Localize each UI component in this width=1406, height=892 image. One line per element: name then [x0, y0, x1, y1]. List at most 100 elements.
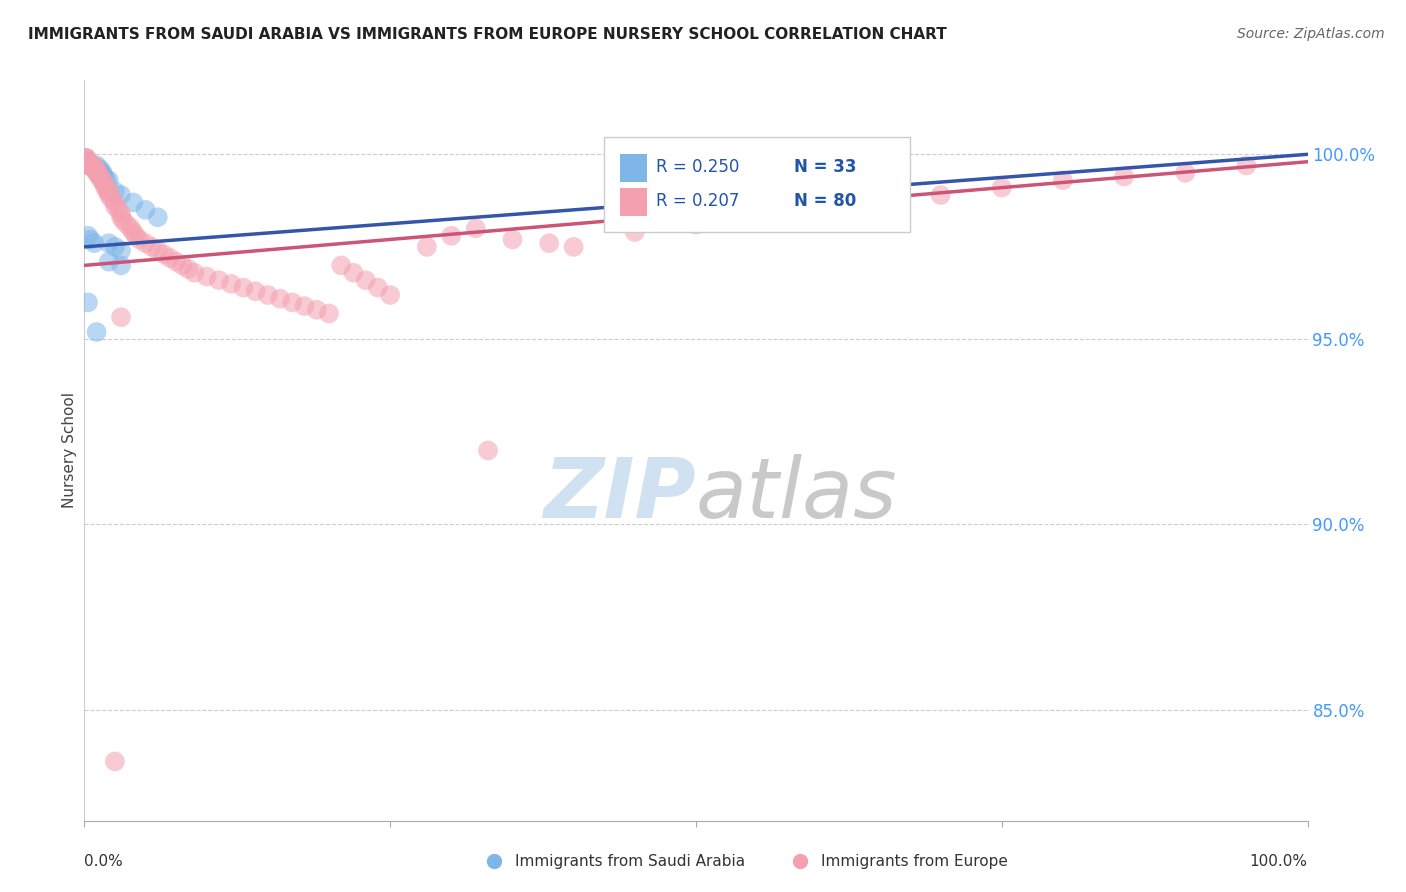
Point — [342, 266, 364, 280]
Text: IMMIGRANTS FROM SAUDI ARABIA VS IMMIGRANTS FROM EUROPE NURSERY SCHOOL CORRELATIO: IMMIGRANTS FROM SAUDI ARABIA VS IMMIGRAN… — [28, 27, 946, 42]
Point — [89, 162, 111, 177]
Text: N = 33: N = 33 — [794, 158, 856, 176]
Point — [354, 273, 377, 287]
Point — [97, 236, 120, 251]
Point — [232, 280, 254, 294]
Point — [165, 254, 187, 268]
Point — [97, 173, 120, 187]
Point — [93, 169, 115, 184]
Point — [75, 151, 97, 165]
Point — [110, 310, 132, 325]
Point — [1052, 173, 1074, 187]
Point — [80, 158, 103, 172]
Point — [97, 184, 120, 198]
Point — [146, 211, 169, 225]
Point — [208, 273, 231, 287]
Point — [97, 254, 120, 268]
Point — [120, 221, 142, 235]
Point — [464, 221, 486, 235]
Point — [172, 258, 194, 272]
Point — [104, 240, 127, 254]
Point — [1236, 158, 1258, 172]
Point — [869, 195, 891, 210]
Point — [1114, 169, 1136, 184]
Point — [807, 202, 830, 217]
Text: ZIP: ZIP — [543, 454, 696, 535]
Point — [76, 151, 98, 165]
Point — [80, 158, 103, 172]
Point — [110, 258, 132, 272]
Point — [96, 173, 118, 187]
Point — [477, 443, 499, 458]
Text: N = 80: N = 80 — [794, 192, 856, 210]
Point — [122, 225, 145, 239]
Point — [91, 173, 114, 187]
Point — [128, 232, 150, 246]
Point — [90, 166, 112, 180]
Point — [83, 236, 105, 251]
Point — [562, 240, 585, 254]
Point — [96, 180, 118, 194]
Point — [153, 247, 176, 261]
Point — [100, 192, 122, 206]
Text: R = 0.250: R = 0.250 — [655, 158, 740, 176]
Point — [367, 280, 389, 294]
Point — [79, 158, 101, 172]
Point — [110, 188, 132, 202]
Point — [83, 162, 105, 177]
Point — [110, 211, 132, 225]
Point — [281, 295, 304, 310]
Point — [87, 162, 110, 177]
Text: atlas: atlas — [696, 454, 897, 535]
Point — [86, 158, 108, 172]
Point — [90, 173, 112, 187]
Point — [83, 162, 105, 177]
Point — [86, 166, 108, 180]
Point — [87, 169, 110, 184]
Point — [79, 158, 101, 172]
Point — [294, 299, 316, 313]
Point — [77, 295, 100, 310]
Point — [75, 151, 97, 165]
Point — [104, 195, 127, 210]
Point — [112, 214, 135, 228]
Point — [183, 266, 205, 280]
Point — [104, 755, 127, 769]
Text: Immigrants from Europe: Immigrants from Europe — [821, 854, 1008, 869]
Point — [84, 162, 107, 177]
Point — [122, 195, 145, 210]
Point — [86, 162, 108, 177]
Y-axis label: Nursery School: Nursery School — [62, 392, 77, 508]
Text: Immigrants from Saudi Arabia: Immigrants from Saudi Arabia — [515, 854, 745, 869]
Point — [141, 240, 163, 254]
Point — [538, 236, 561, 251]
Point — [87, 166, 110, 180]
Point — [82, 158, 104, 172]
Point — [245, 285, 267, 299]
Point — [110, 244, 132, 258]
FancyBboxPatch shape — [605, 137, 910, 232]
Text: R = 0.207: R = 0.207 — [655, 192, 740, 210]
Point — [135, 236, 157, 251]
Point — [257, 288, 280, 302]
Point — [110, 206, 132, 220]
Point — [502, 232, 524, 246]
Point — [115, 218, 138, 232]
Point — [624, 225, 647, 239]
Point — [685, 218, 707, 232]
Point — [135, 202, 157, 217]
Point — [77, 154, 100, 169]
Point — [82, 158, 104, 172]
Point — [77, 154, 100, 169]
Point — [77, 154, 100, 169]
Text: Source: ZipAtlas.com: Source: ZipAtlas.com — [1237, 27, 1385, 41]
Point — [76, 154, 98, 169]
Point — [91, 166, 114, 180]
FancyBboxPatch shape — [620, 153, 647, 182]
Point — [79, 232, 101, 246]
Point — [269, 292, 291, 306]
Point — [107, 202, 129, 217]
Point — [84, 162, 107, 177]
Point — [416, 240, 439, 254]
Point — [104, 184, 127, 198]
